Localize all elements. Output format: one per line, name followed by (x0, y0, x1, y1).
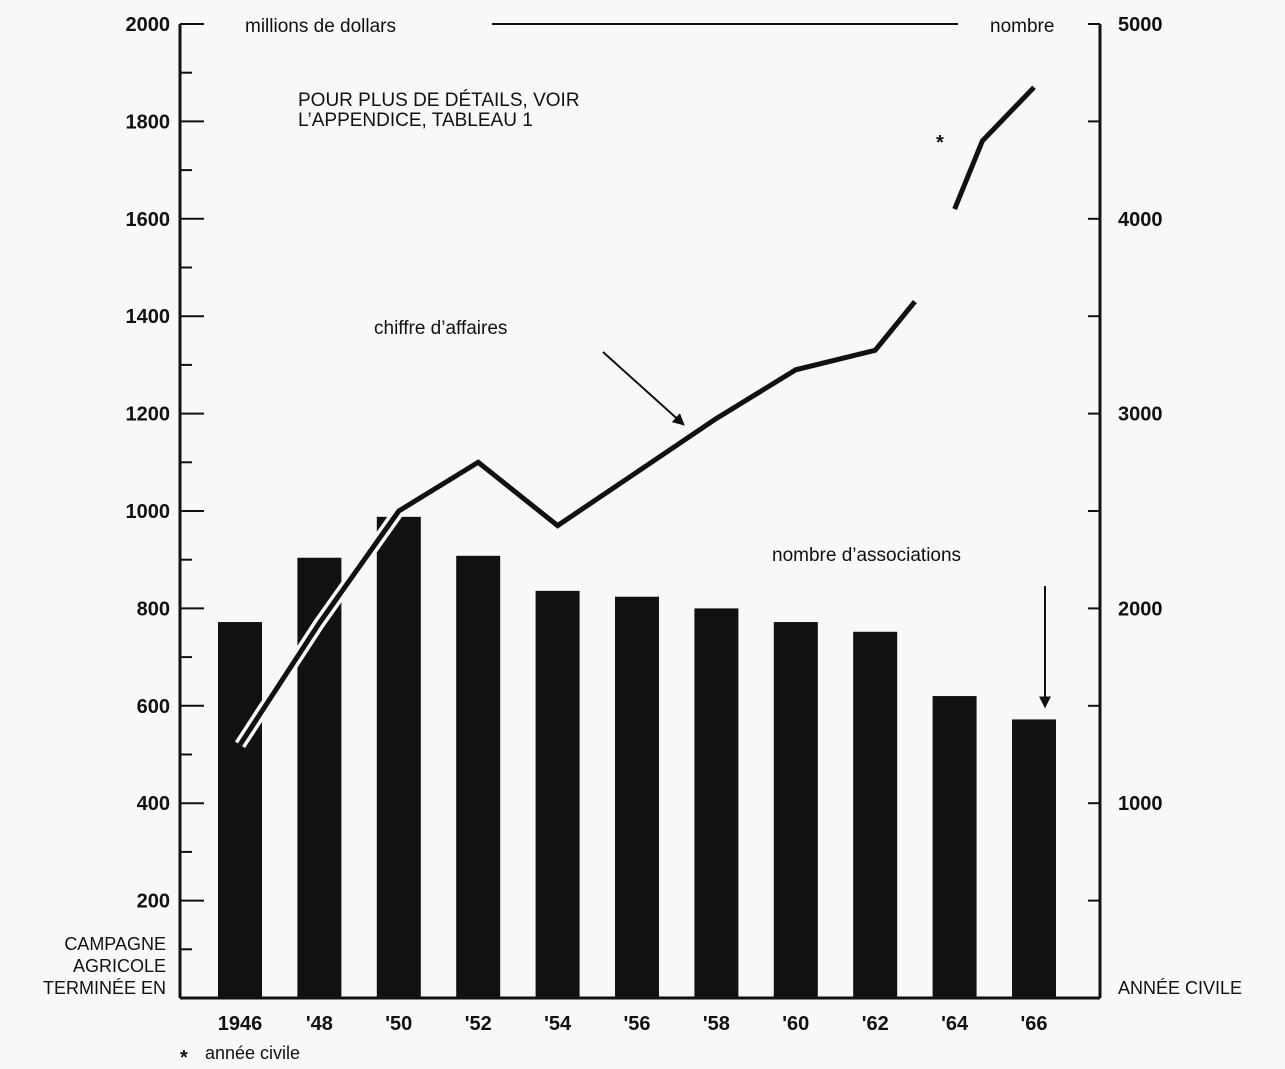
left-axis-label: millions de dollars (245, 16, 396, 37)
category-label: '50 (385, 1013, 412, 1035)
right-axis-label: nombre (990, 16, 1054, 37)
left-tick-label: 600 (137, 696, 170, 718)
left-tick-label: 2000 (126, 14, 171, 36)
note-line-2: L’APPENDICE, TABLEAU 1 (298, 110, 533, 131)
bar (1012, 719, 1056, 998)
footnote-symbol: * (180, 1047, 188, 1069)
category-label: '48 (306, 1013, 333, 1035)
right-tick-label: 4000 (1118, 209, 1163, 231)
right-tick-label: 5000 (1118, 14, 1163, 36)
right-tick-label: 3000 (1118, 404, 1163, 426)
bar (218, 622, 262, 998)
category-label: '56 (623, 1013, 650, 1035)
right-tick-label: 2000 (1118, 598, 1163, 620)
category-label: '64 (941, 1013, 969, 1035)
left-tick-label: 400 (137, 793, 170, 815)
note-line-1: POUR PLUS DE DÉTAILS, VOIR (298, 90, 580, 111)
right-tick-label: 1000 (1118, 793, 1163, 815)
left-tick-label: 200 (137, 891, 170, 913)
left-tick-label: 1000 (126, 501, 171, 523)
bar (376, 516, 421, 998)
axes-layer: 200 400 600 800 1000 1200 1400 1600 1800 2000 1000… (126, 14, 1163, 1035)
bars-layer (218, 516, 1056, 998)
category-label: 1946 (218, 1013, 263, 1035)
left-tick-label: 800 (137, 598, 170, 620)
line-series-pointer (602, 351, 685, 426)
bar (615, 596, 659, 998)
left-tick-label: 1600 (126, 209, 171, 231)
left-caption-3: TERMINÉE EN (43, 978, 166, 998)
bar (773, 622, 818, 998)
bar (932, 696, 977, 998)
category-label: '52 (465, 1013, 492, 1035)
asterisk-marker: * (936, 132, 944, 154)
line-layer (234, 83, 1039, 749)
left-tick-label: 1200 (126, 404, 171, 426)
category-label: '54 (544, 1013, 572, 1035)
left-tick-label: 1800 (126, 111, 171, 133)
left-caption-2: AGRICOLE (73, 956, 166, 976)
line-series (237, 300, 917, 747)
bar (853, 631, 898, 998)
category-label: '58 (703, 1013, 730, 1035)
category-label: '60 (782, 1013, 809, 1035)
left-tick-label: 1400 (126, 306, 171, 328)
left-caption-1: CAMPAGNE (64, 934, 166, 954)
bar (694, 608, 739, 998)
bar (535, 590, 580, 998)
footnote-text: année civile (205, 1043, 300, 1063)
bar (456, 555, 501, 998)
category-label: '66 (1020, 1013, 1047, 1035)
line-series (952, 85, 1036, 211)
line-halo (949, 83, 1039, 212)
category-label: '62 (862, 1013, 889, 1035)
bar-series-label: nombre d’associations (772, 545, 961, 566)
line-series-label: chiffre d’affaires (374, 318, 507, 339)
right-caption: ANNÉE CIVILE (1118, 978, 1242, 998)
